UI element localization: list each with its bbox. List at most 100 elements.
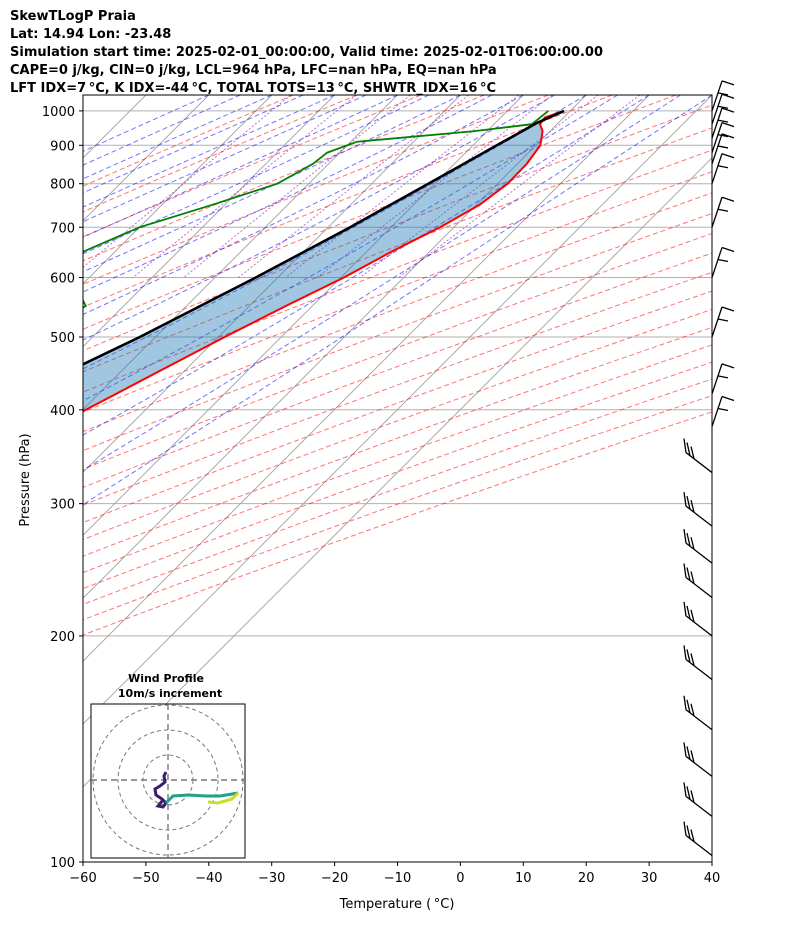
dry-adiabat — [83, 395, 712, 621]
wind-barb — [711, 121, 735, 153]
wind-barb — [683, 782, 713, 817]
wind-barb — [683, 821, 713, 857]
wind-barb-staff — [683, 645, 713, 680]
stability-indices: LFT IDX=7 °C, K IDX=-44 °C, TOTAL TOTS=1… — [10, 81, 497, 96]
plot-series — [83, 109, 565, 413]
x-tick-label: 40 — [704, 871, 721, 886]
wind-barb — [683, 438, 713, 474]
y-tick-label: 700 — [50, 221, 75, 236]
x-tick-label: −50 — [132, 871, 159, 886]
dry-adiabat — [83, 192, 712, 433]
wind-barb — [711, 93, 735, 125]
y-tick-label: 900 — [50, 139, 75, 154]
plot-background — [83, 95, 712, 862]
isotherm-line — [83, 95, 650, 662]
inset-title: Wind Profile — [128, 672, 204, 685]
y-tick-label: 1000 — [42, 105, 75, 120]
y-tick-label: 800 — [50, 178, 75, 193]
wind-barb-staff — [711, 196, 735, 228]
mixing-ratio-line — [132, 95, 357, 278]
y-tick-label: 600 — [50, 272, 75, 287]
wind-barb — [683, 492, 713, 527]
simulation-times: Simulation start time: 2025-02-01_00:00:… — [10, 45, 603, 60]
dry-adiabat — [83, 171, 712, 413]
parcel-line — [83, 109, 565, 366]
mixing-ratio-line — [238, 95, 469, 278]
wind-barb-staff — [711, 363, 735, 395]
dry-adiabat — [83, 361, 712, 590]
x-tick-label: −20 — [321, 871, 348, 886]
dewpoint-line — [83, 110, 549, 309]
x-tick-label: −30 — [258, 871, 285, 886]
moist-adiabat — [83, 95, 210, 152]
x-tick-label: 30 — [641, 871, 658, 886]
dry-adiabat — [83, 212, 712, 452]
isotherm-line — [83, 95, 587, 599]
y-axis-label: Pressure (hPa) — [18, 433, 33, 526]
wind-barb — [683, 529, 713, 564]
isotherm-line — [83, 95, 398, 411]
wind-barb-staff — [683, 695, 713, 731]
wind-barb-staff — [711, 93, 735, 125]
isotherm-line — [83, 95, 84, 96]
wind-barb — [711, 363, 735, 395]
wind-barb — [683, 742, 713, 777]
mixing-ratio-line — [398, 95, 641, 278]
wind-barb — [711, 153, 735, 184]
dry-adiabat — [83, 95, 677, 330]
mixing-ratio-line — [285, 95, 520, 278]
convective-indices: CAPE=0 j/kg, CIN=0 j/kg, LCL=964 hPa, LF… — [10, 63, 497, 78]
wind-barb — [711, 196, 735, 228]
wind-barb-staff — [683, 742, 713, 777]
wind-barb — [711, 395, 735, 427]
wind-barb-staff — [711, 133, 735, 165]
isotherm-line — [83, 95, 273, 285]
moist-adiabat — [83, 95, 461, 273]
dry-adiabat — [83, 95, 613, 308]
wind-barb-staff — [711, 306, 735, 338]
hodograph-trace-high — [207, 791, 240, 805]
moist-adiabat — [83, 95, 618, 402]
wind-barb — [683, 645, 713, 680]
inset-plot-area — [91, 704, 245, 858]
mixing-ratio-line — [83, 95, 291, 268]
hodograph-trace-mid — [164, 791, 239, 805]
wind-barb-staff — [711, 107, 735, 139]
location-coordinates: Lat: 14.94 Lon: -23.48 — [10, 27, 172, 42]
cin-shaded-area — [83, 110, 564, 412]
x-axis-label: Temperature ( °C) — [339, 897, 455, 912]
mixing-ratio-line — [316, 95, 553, 278]
dry-adiabat — [83, 95, 549, 285]
wind-barb-staff — [683, 563, 713, 598]
isotherm-line — [83, 95, 524, 536]
wind-barb — [711, 107, 735, 139]
moist-adiabat — [83, 95, 556, 341]
wind-barb-staff — [683, 492, 713, 527]
dry-adiabat — [83, 378, 712, 605]
wind-barbs — [683, 80, 735, 857]
wind-barb — [683, 601, 713, 637]
x-tick-label: 20 — [578, 871, 595, 886]
axis-ticks: −60 −50 −40 −30 −20 −10 0 10 20 30 40 100 200 300 400 5… — [42, 105, 720, 886]
x-tick-label: −60 — [69, 871, 96, 886]
wind-barb — [711, 133, 735, 165]
moist-adiabat — [83, 95, 493, 293]
wind-barb — [711, 80, 735, 112]
moist-adiabat — [83, 95, 335, 208]
moist-adiabat — [83, 95, 681, 471]
wind-barb-staff — [683, 438, 713, 474]
x-tick-label: 0 — [456, 871, 464, 886]
wind-barb-staff — [683, 821, 713, 857]
y-tick-label: 500 — [50, 331, 75, 346]
moist-adiabat — [83, 95, 367, 223]
hodograph-inset: Wind Profile 10m/s increment — [90, 672, 246, 859]
dry-adiabat — [83, 95, 358, 213]
moist-adiabat — [83, 95, 304, 194]
y-tick-label: 200 — [50, 630, 75, 645]
isotherm-line — [83, 95, 461, 474]
dry-adiabat — [83, 411, 712, 636]
temperature-line — [83, 109, 565, 413]
wind-barb-staff — [711, 153, 735, 184]
wind-barb-staff — [711, 246, 735, 278]
